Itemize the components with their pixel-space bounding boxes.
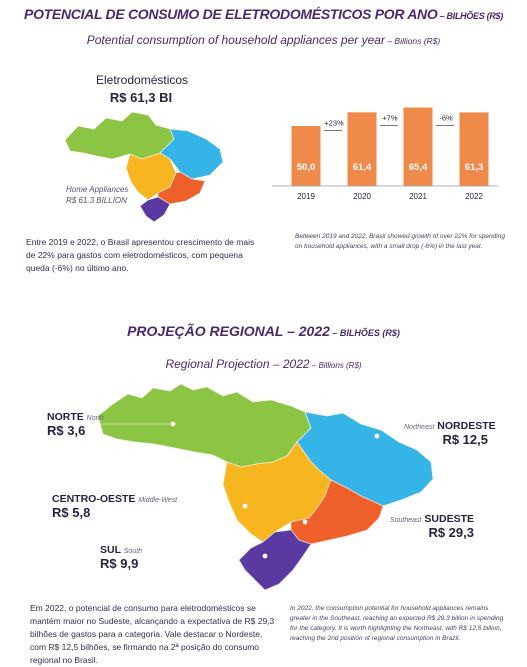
- region-label-northeast: Northeast NORDESTE R$ 12,5: [404, 420, 496, 447]
- growth-label: +23%: [324, 118, 344, 127]
- bar-2022: [459, 112, 489, 186]
- region-en-south: South: [123, 548, 143, 555]
- section2-title-main: PROJEÇÃO REGIONAL – 2022: [127, 323, 330, 339]
- marker-south: [262, 553, 268, 559]
- x-tick-label: 2019: [297, 192, 315, 201]
- section2-subtitle-unit: – Billions (R$): [309, 361, 362, 370]
- brazil-map-small: [64, 111, 224, 223]
- region-value-north: R$ 3,6: [47, 423, 86, 438]
- map-region-north: [64, 111, 175, 160]
- text-en-2: In 2022, the consumption potential for h…: [290, 605, 504, 642]
- x-tick-label: 2020: [353, 192, 371, 201]
- bar-2020: [347, 112, 377, 186]
- bar-chart-svg: 50,0 2019 61,4 2020 65,4 2021 61,3 2022 +23% +7% -…: [272, 107, 498, 201]
- bar-2021: [403, 107, 433, 186]
- region-label-south: SUL South R$ 9,9: [100, 544, 142, 571]
- bar-2019: [291, 126, 321, 186]
- region-label-southeast: Southeast SUDESTE R$ 29,3: [370, 513, 474, 540]
- bar-value-label: 61,3: [465, 162, 484, 173]
- subtitle-main: Potential consumption of household appli…: [86, 33, 385, 47]
- map-region-south: [238, 529, 312, 591]
- bar-value-label: 65,4: [409, 162, 428, 173]
- x-tick-label: 2022: [465, 192, 483, 201]
- marker-southeast: [302, 519, 308, 525]
- text-pt-1: Entre 2019 e 2022, o Brasil apresentou c…: [26, 237, 255, 273]
- region-name-centerwest: CENTRO-OESTE: [52, 493, 136, 505]
- title-main: POTENCIAL DE CONSUMO DE ELETRODOMÉSTICOS…: [24, 6, 438, 22]
- region-en-centerwest: Middle-West: [138, 497, 178, 504]
- brazil-map-large: [95, 384, 434, 591]
- subtitle-unit: – Billions (R$): [384, 36, 441, 46]
- region-en-southeast: Southeast: [389, 517, 422, 524]
- marker-north: [170, 421, 176, 427]
- page-title: POTENCIAL DE CONSUMO DE ELETRODOMÉSTICOS…: [0, 6, 527, 22]
- bar-value-label: 50,0: [297, 162, 316, 173]
- page-subtitle: Potential consumption of household appli…: [0, 33, 527, 47]
- section2-title-unit: – BILHÕES (R$): [329, 328, 400, 338]
- bar-chart: 50,0 2019 61,4 2020 65,4 2021 61,3 2022 +23% +7% -…: [270, 100, 500, 205]
- section2-subtitle: Regional Projection – 2022 – Billions (R…: [0, 357, 527, 371]
- region-en-northeast: Northeast: [404, 424, 435, 431]
- title-unit: – BILHÕES (R$): [437, 11, 504, 21]
- map-label: Eletrodomésticos: [96, 73, 189, 87]
- map-region-southeast: [157, 171, 206, 205]
- text-en-1: Between 2019 and 2022, Brasil showed gro…: [295, 233, 505, 250]
- map-region-southeast: [290, 479, 384, 545]
- growth-label: +7%: [382, 114, 398, 123]
- region-value-northeast: R$ 12,5: [442, 432, 488, 447]
- region-value-centerwest: R$ 5,8: [52, 505, 91, 520]
- map-value: R$ 61,3 BI: [109, 90, 173, 105]
- region-label-centerwest: CENTRO-OESTE Middle-West R$ 5,8: [52, 493, 177, 520]
- marker-northeast: [374, 433, 380, 439]
- region-en-north: North: [86, 415, 104, 422]
- x-tick-label: 2021: [409, 192, 427, 201]
- region-label-north: NORTE North R$ 3,6: [47, 411, 104, 438]
- map-region-northeast: [159, 128, 224, 180]
- map-caption-line-2: R$ 61.3 BILLION: [66, 196, 127, 205]
- region-name-southeast: SUDESTE: [424, 513, 474, 525]
- bar-value-label: 61,4: [353, 162, 372, 173]
- marker-centerwest: [242, 503, 248, 509]
- section2-title: PROJEÇÃO REGIONAL – 2022 – BILHÕES (R$): [0, 323, 527, 339]
- region-name-north: NORTE: [47, 411, 84, 423]
- text-pt-2: Em 2022, o potencial de consumo para ele…: [30, 603, 275, 665]
- map-region-south: [139, 196, 171, 223]
- map-caption-en: Home Appliances R$ 61.3 BILLION: [66, 184, 128, 206]
- growth-label: -6%: [439, 114, 453, 123]
- region-name-south: SUL: [100, 544, 121, 556]
- map-region-north: [97, 384, 312, 468]
- region-value-southeast: R$ 29,3: [428, 525, 474, 540]
- region-name-northeast: NORDESTE: [437, 420, 496, 432]
- region-value-south: R$ 9,9: [100, 556, 139, 571]
- section2-subtitle-main: Regional Projection – 2022: [165, 357, 310, 371]
- map-caption-line-1: Home Appliances: [66, 185, 129, 194]
